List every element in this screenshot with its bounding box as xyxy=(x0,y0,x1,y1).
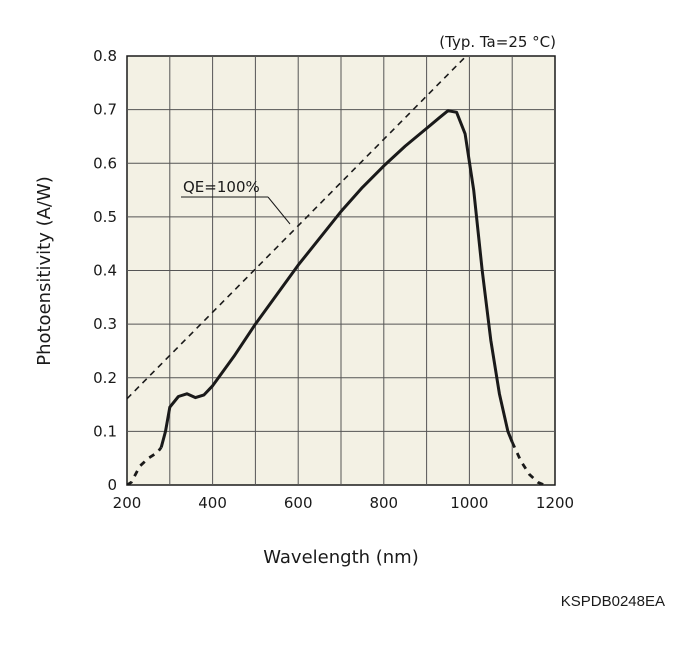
x-tick-labels: 200 400 600 800 1000 1200 xyxy=(113,494,574,512)
figure-code: KSPDB0248EA xyxy=(561,593,665,610)
measurement-condition: (Typ. Ta=25 °C) xyxy=(439,33,556,51)
y-tick-label: 0.7 xyxy=(93,101,117,119)
x-tick-label: 1000 xyxy=(450,494,488,512)
y-tick-labels: 0 0.1 0.2 0.3 0.4 0.5 0.6 0.7 0.8 xyxy=(93,47,117,494)
qe-annotation: QE=100% xyxy=(183,178,260,196)
photosensitivity-dashed-segment xyxy=(127,446,163,485)
x-tick-label: 800 xyxy=(369,494,398,512)
y-axis-title: Photoensitivity (A/W) xyxy=(34,176,55,366)
y-tick-label: 0.2 xyxy=(93,369,117,387)
series-group xyxy=(127,56,545,485)
photosensitivity-line xyxy=(159,109,514,448)
x-tick-label: 400 xyxy=(198,494,227,512)
y-tick-label: 0.8 xyxy=(93,47,117,65)
y-tick-label: 0.6 xyxy=(93,154,117,172)
x-axis-title: Wavelength (nm) xyxy=(263,547,419,568)
y-tick-label: 0.5 xyxy=(93,208,117,226)
y-tick-label: 0 xyxy=(107,476,117,494)
x-tick-label: 600 xyxy=(284,494,313,512)
x-tick-label: 200 xyxy=(113,494,142,512)
x-tick-label: 1200 xyxy=(536,494,574,512)
photosensitivity-dashed-segment xyxy=(510,441,545,485)
y-tick-label: 0.4 xyxy=(93,262,117,280)
qe-100-reference-line xyxy=(127,56,468,400)
y-tick-label: 0.1 xyxy=(93,422,117,440)
qe-label-pointer xyxy=(267,196,291,225)
y-tick-label: 0.3 xyxy=(93,315,117,333)
